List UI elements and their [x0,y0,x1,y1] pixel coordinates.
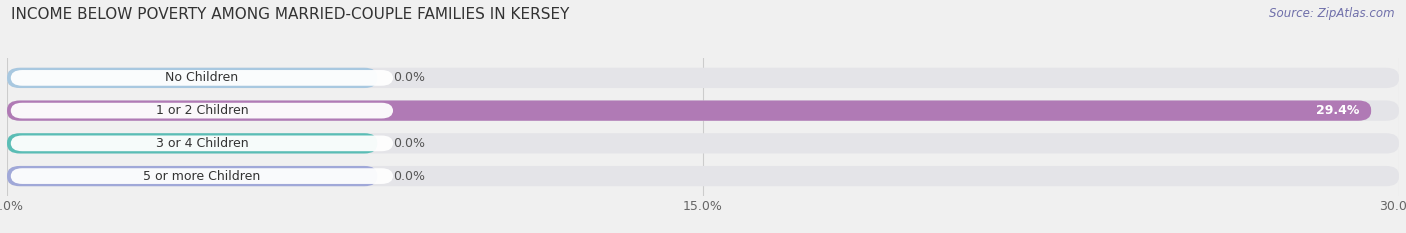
FancyBboxPatch shape [11,168,394,184]
FancyBboxPatch shape [11,103,394,118]
Text: 5 or more Children: 5 or more Children [143,170,260,183]
FancyBboxPatch shape [7,166,1399,186]
FancyBboxPatch shape [7,133,377,154]
FancyBboxPatch shape [7,68,377,88]
Text: Source: ZipAtlas.com: Source: ZipAtlas.com [1270,7,1395,20]
FancyBboxPatch shape [7,100,1399,121]
Text: 1 or 2 Children: 1 or 2 Children [156,104,249,117]
Text: 3 or 4 Children: 3 or 4 Children [156,137,249,150]
Text: INCOME BELOW POVERTY AMONG MARRIED-COUPLE FAMILIES IN KERSEY: INCOME BELOW POVERTY AMONG MARRIED-COUPL… [11,7,569,22]
FancyBboxPatch shape [11,136,394,151]
Text: No Children: No Children [166,71,239,84]
Text: 29.4%: 29.4% [1316,104,1360,117]
Text: 0.0%: 0.0% [394,71,426,84]
Text: 0.0%: 0.0% [394,137,426,150]
FancyBboxPatch shape [7,100,1371,121]
Text: 0.0%: 0.0% [394,170,426,183]
FancyBboxPatch shape [7,68,1399,88]
FancyBboxPatch shape [11,70,394,86]
FancyBboxPatch shape [7,166,377,186]
FancyBboxPatch shape [7,133,1399,154]
